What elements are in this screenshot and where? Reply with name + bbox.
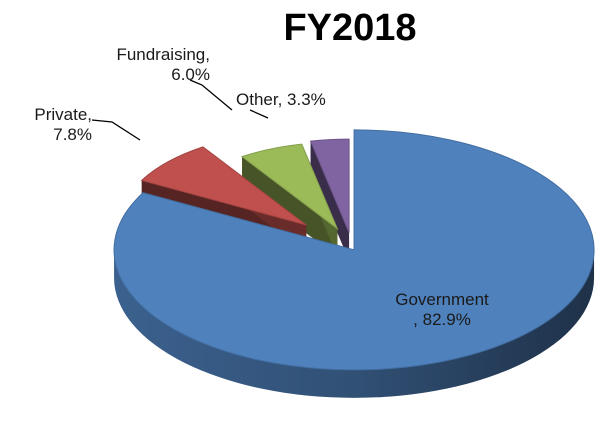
slice-other-top [309, 138, 350, 233]
leader-line-private [91, 119, 141, 141]
label-other-name: Other, 3.3% [236, 90, 326, 109]
slice-government-side [114, 249, 595, 398]
label-government-name: Government [395, 290, 489, 309]
label-fundraising: Fundraising, 6.0% [88, 45, 210, 85]
slice-other [309, 138, 350, 261]
leader-line-other [249, 109, 269, 119]
slice-government [113, 129, 595, 398]
slice-fundraising [240, 143, 339, 257]
label-fundraising-value: 6.0% [171, 65, 210, 84]
label-private: Private, 7.8% [2, 105, 92, 145]
label-fundraising-name: Fundraising, [116, 45, 210, 64]
leader-line-fundraising [189, 79, 233, 111]
slice-fundraising-wall [242, 156, 338, 257]
slice-fundraising-top [240, 143, 339, 231]
slice-private-top [140, 146, 307, 226]
label-private-value: 7.8% [53, 125, 92, 144]
slice-government-top [113, 129, 595, 371]
label-other: Other, 3.3% [236, 90, 326, 110]
slice-other-wall [310, 141, 350, 261]
label-government-value: , 82.9% [413, 310, 471, 329]
chart-title: FY2018 [283, 7, 417, 49]
label-private-name: Private, [34, 105, 92, 124]
label-government: Government , 82.9% [372, 290, 512, 330]
